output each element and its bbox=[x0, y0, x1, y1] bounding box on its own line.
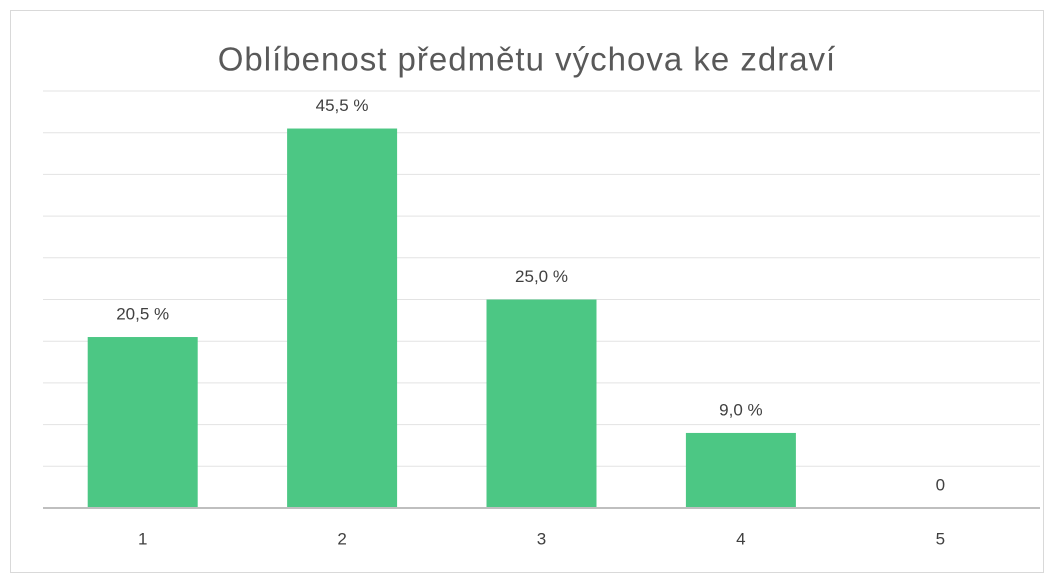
x-tick-label: 4 bbox=[736, 529, 745, 548]
value-label: 25,0 % bbox=[515, 267, 568, 286]
bar bbox=[685, 432, 796, 508]
bar bbox=[287, 128, 398, 508]
x-tick-label: 5 bbox=[936, 529, 945, 548]
x-tick-label: 1 bbox=[138, 529, 147, 548]
x-tick-label: 3 bbox=[537, 529, 546, 548]
bar bbox=[486, 299, 597, 508]
bar bbox=[87, 337, 198, 508]
value-label: 20,5 % bbox=[116, 305, 169, 324]
value-label: 0 bbox=[936, 475, 945, 494]
value-label: 9,0 % bbox=[719, 400, 762, 419]
value-label: 45,5 % bbox=[316, 96, 369, 115]
chart-title: Oblíbenost předmětu výchova ke zdraví bbox=[218, 41, 836, 78]
x-tick-label: 2 bbox=[337, 529, 346, 548]
